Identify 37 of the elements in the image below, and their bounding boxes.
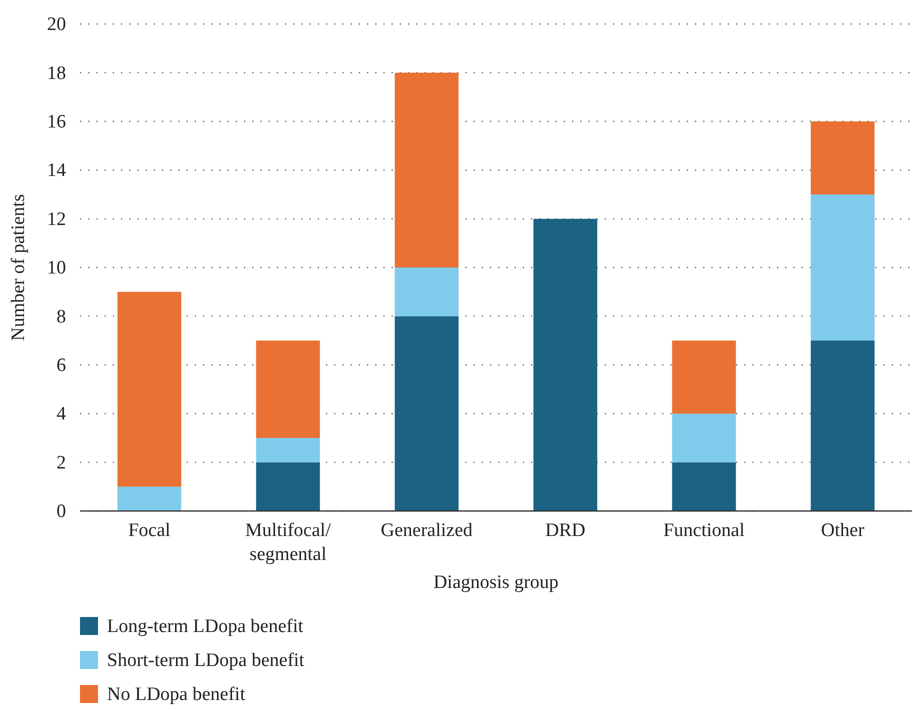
y-tick-label: 6 <box>56 354 66 376</box>
legend-label: No LDopa benefit <box>107 684 246 705</box>
y-tick-label: 14 <box>47 160 66 182</box>
bar <box>394 268 459 316</box>
x-tick-label: Generalized <box>380 520 474 541</box>
y-tick-label: 8 <box>56 306 66 328</box>
y-tick-label: 10 <box>47 258 66 279</box>
y-tick-label: 18 <box>47 62 66 84</box>
bar <box>810 340 875 511</box>
bar <box>533 218 598 511</box>
y-tick-label: 4 <box>56 404 66 425</box>
bar <box>672 462 736 511</box>
y-tick-label: 16 <box>47 111 66 132</box>
y-axis-title: Number of patients <box>8 194 29 341</box>
legend-label: Short-term LDopa benefit <box>107 650 306 671</box>
x-tick-label: Multifocal/segmental <box>245 520 332 565</box>
bar <box>810 194 875 341</box>
bar <box>810 121 875 194</box>
bar <box>256 462 320 511</box>
x-axis-title: Diagnosis group <box>433 572 559 593</box>
bar <box>672 414 736 462</box>
bar <box>394 316 459 511</box>
y-tick-label: 0 <box>56 501 66 522</box>
y-tick-label: 12 <box>47 208 66 230</box>
x-tick-label: Functional <box>663 520 745 541</box>
bar <box>117 486 182 511</box>
legend-label: Long-term LDopa benefit <box>107 616 304 637</box>
bar <box>394 72 459 268</box>
x-tick-label: DRD <box>545 520 586 541</box>
x-tick-label: Other <box>821 520 865 541</box>
y-tick-label: 20 <box>47 14 66 36</box>
bar <box>256 438 320 462</box>
x-tick-label: Focal <box>128 520 170 541</box>
bar <box>256 340 320 438</box>
bar <box>672 340 736 414</box>
bar <box>117 292 182 487</box>
y-tick-label: 2 <box>56 452 66 474</box>
